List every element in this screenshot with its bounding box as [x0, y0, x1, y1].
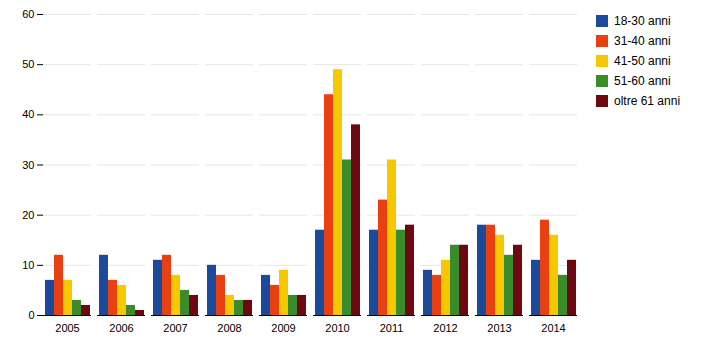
html-text:31-40 anni: 31-40 anni — [614, 34, 671, 48]
html-text:18-30 anni: 18-30 anni — [614, 14, 671, 28]
svg-text:2008: 2008 — [217, 322, 241, 334]
svg-text:2012: 2012 — [433, 322, 457, 334]
svg-text:10: 10 — [22, 259, 34, 271]
svg-text:2009: 2009 — [271, 322, 295, 334]
svg-text:2007: 2007 — [163, 322, 187, 334]
svg-text:50: 50 — [22, 58, 34, 70]
html-text:41-50 anni: 41-50 anni — [614, 54, 671, 68]
svg-text:2006: 2006 — [109, 322, 133, 334]
svg-text:30: 30 — [22, 159, 34, 171]
svg-text:2010: 2010 — [325, 322, 349, 334]
svg-text:2014: 2014 — [541, 322, 565, 334]
svg-text:60: 60 — [22, 8, 34, 20]
svg-text:2011: 2011 — [380, 322, 404, 334]
svg-text:2005: 2005 — [55, 322, 79, 334]
html-text:oltre 61 anni: oltre 61 anni — [614, 94, 680, 108]
svg-text:2013: 2013 — [487, 322, 511, 334]
svg-text:20: 20 — [22, 209, 34, 221]
svg-text:40: 40 — [22, 108, 34, 120]
html-text:51-60 anni: 51-60 anni — [614, 74, 671, 88]
svg-text:0: 0 — [28, 309, 34, 321]
